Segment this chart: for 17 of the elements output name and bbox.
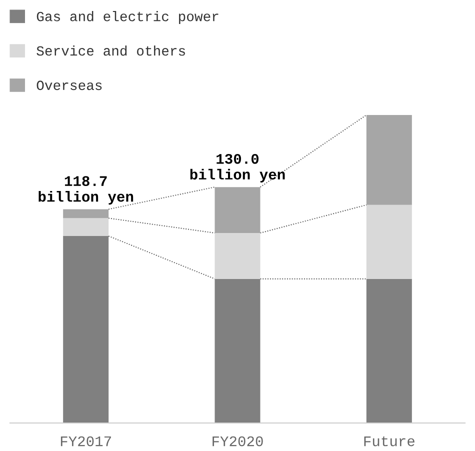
legend-label: Overseas xyxy=(36,80,102,90)
legend-label: Gas and electric power xyxy=(36,11,218,24)
bar xyxy=(214,278,260,423)
annotation: 130.0 billion yen xyxy=(190,154,285,182)
bar xyxy=(63,236,109,423)
x-tick-label: FY2017 xyxy=(60,436,111,446)
x-tick-label: Future xyxy=(364,436,414,446)
bar xyxy=(214,187,260,233)
bar xyxy=(366,278,412,423)
bar xyxy=(63,218,109,236)
bar xyxy=(366,115,412,205)
annotation: 118.7 billion yen xyxy=(38,176,134,205)
x-tick-label: FY2020 xyxy=(212,436,263,446)
legend-label: Service and others xyxy=(36,45,185,56)
bar xyxy=(366,204,412,279)
bar xyxy=(63,209,109,218)
bar xyxy=(214,232,260,279)
